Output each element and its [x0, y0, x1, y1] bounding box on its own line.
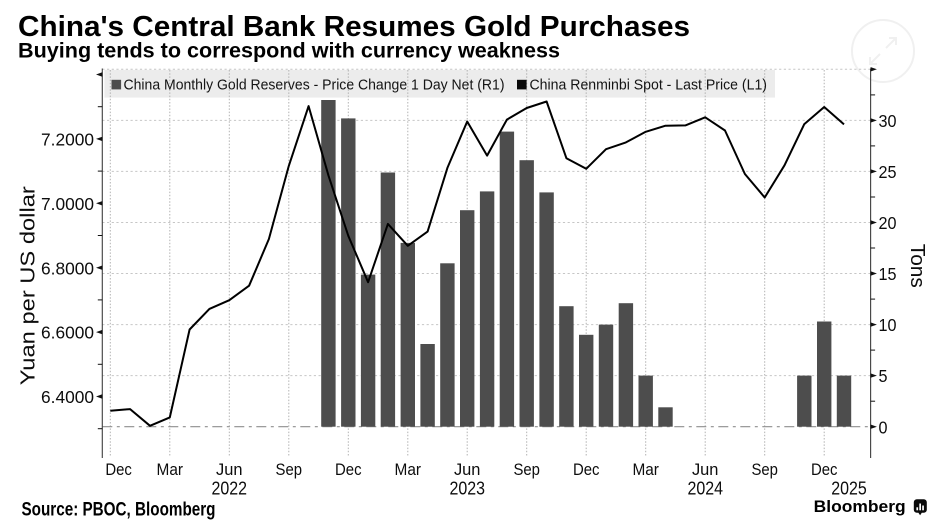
- svg-text:5: 5: [879, 366, 888, 386]
- svg-text:Jun: Jun: [454, 460, 481, 479]
- svg-text:Sep: Sep: [751, 460, 778, 479]
- svg-text:15: 15: [879, 264, 897, 284]
- svg-text:China Renminbi Spot - Last Pri: China Renminbi Spot - Last Price (L1): [530, 77, 768, 93]
- svg-text:Dec: Dec: [105, 460, 132, 479]
- svg-text:30: 30: [879, 111, 897, 131]
- svg-text:2023: 2023: [450, 479, 486, 499]
- svg-text:6.4000: 6.4000: [41, 387, 94, 407]
- svg-text:Mar: Mar: [395, 460, 422, 479]
- svg-text:Dec: Dec: [573, 460, 600, 479]
- svg-text:Dec: Dec: [811, 460, 838, 479]
- svg-text:Source: PBOC, Bloomberg: Source: PBOC, Bloomberg: [22, 500, 216, 521]
- svg-text:China's Central Bank Resumes G: China's Central Bank Resumes Gold Purcha…: [18, 11, 690, 43]
- svg-text:25: 25: [879, 162, 897, 182]
- svg-text:Sep: Sep: [276, 460, 303, 479]
- svg-text:Dec: Dec: [335, 460, 362, 479]
- svg-text:Buying tends to correspond wit: Buying tends to correspond with currency…: [18, 40, 560, 63]
- svg-text:6.8000: 6.8000: [41, 258, 94, 278]
- svg-text:Mar: Mar: [157, 460, 184, 479]
- svg-text:Sep: Sep: [513, 460, 540, 479]
- svg-text:China Monthly Gold Reserves -: China Monthly Gold Reserves - Price Chan…: [124, 77, 505, 93]
- svg-text:Jun: Jun: [216, 460, 243, 479]
- svg-text:Yuan per US dollar: Yuan per US dollar: [17, 186, 40, 385]
- svg-text:7.2000: 7.2000: [41, 130, 94, 150]
- svg-text:Bloomberg: Bloomberg: [814, 497, 906, 516]
- svg-text:2024: 2024: [688, 479, 724, 499]
- svg-text:2025: 2025: [831, 479, 867, 499]
- svg-text:10: 10: [879, 315, 897, 335]
- svg-text:2022: 2022: [212, 479, 248, 499]
- svg-text:20: 20: [879, 213, 897, 233]
- svg-text:Mar: Mar: [632, 460, 659, 479]
- svg-text:0: 0: [879, 417, 888, 437]
- svg-text:6.6000: 6.6000: [41, 323, 94, 343]
- svg-text:7.0000: 7.0000: [41, 194, 94, 214]
- svg-text:Jun: Jun: [692, 460, 719, 479]
- svg-text:Tons: Tons: [906, 244, 929, 288]
